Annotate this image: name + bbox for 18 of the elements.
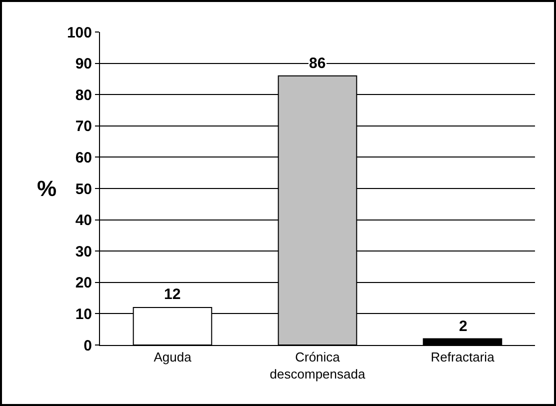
y-tick-label: 70 xyxy=(75,118,92,136)
y-tick-label: 60 xyxy=(75,149,92,166)
y-tick-label: 50 xyxy=(75,180,92,198)
y-tick-label: 0 xyxy=(84,337,92,354)
data-label: 86 xyxy=(309,55,326,72)
y-tick-label: 10 xyxy=(75,306,92,323)
y-tick-label: 100 xyxy=(66,24,92,42)
x-tick-label: Refractaria xyxy=(430,350,496,365)
x-tick-label: Crónica descompensada xyxy=(270,350,366,382)
data-label: 2 xyxy=(459,318,468,335)
y-tick-label: 40 xyxy=(75,212,92,230)
y-tick-label: 90 xyxy=(75,56,92,73)
y-tick-label: 80 xyxy=(75,86,92,104)
y-tick-label: 20 xyxy=(75,274,92,292)
y-tick-label: 30 xyxy=(75,243,92,260)
y-axis-title: % xyxy=(37,176,57,201)
x-tick-label: Aguda xyxy=(154,350,192,365)
data-label: 12 xyxy=(164,286,181,303)
